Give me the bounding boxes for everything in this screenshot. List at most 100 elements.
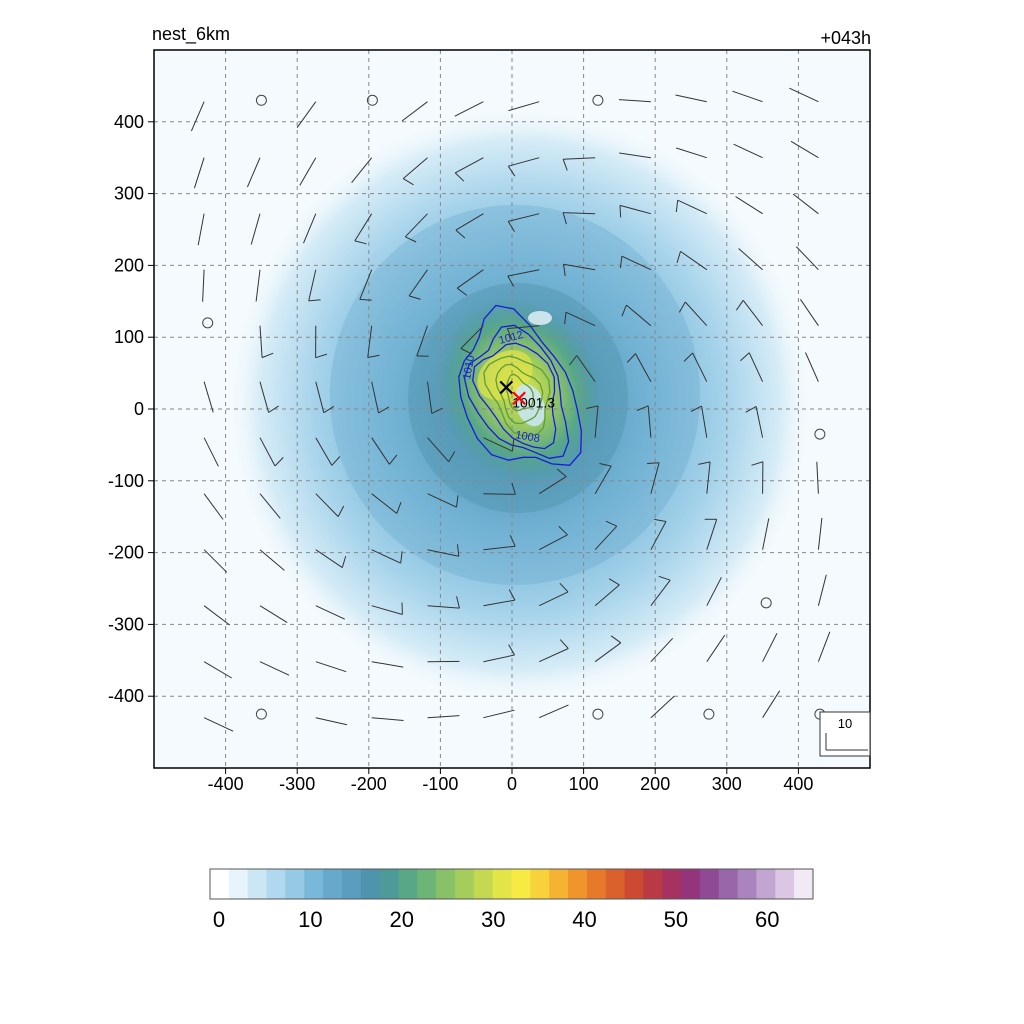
wind-barb-flag: [608, 578, 620, 586]
contour-label: 1008: [514, 429, 540, 445]
x-tick-label: 100: [569, 774, 599, 794]
wind-barb-flag: [626, 353, 636, 363]
wind-barb: [647, 405, 652, 438]
wind-barb: [817, 574, 827, 606]
colorbar-swatch: [266, 869, 286, 899]
barb-legend-label: 10: [838, 716, 852, 731]
wind-barb-flag: [563, 264, 566, 277]
wind-barb: [296, 101, 317, 128]
colorbar-tick-label: 20: [390, 907, 414, 932]
wind-barb: [594, 642, 622, 663]
colorbar-swatch: [247, 869, 268, 899]
wind-barb: [817, 517, 823, 550]
wind-barb-flag: [367, 354, 380, 358]
storm-center-marker: [512, 391, 526, 406]
wind-barb: [371, 437, 390, 465]
wind-barb: [354, 213, 373, 242]
wind-barb: [733, 143, 763, 159]
wind-barb-flag: [610, 635, 622, 644]
wind-barb: [408, 269, 428, 297]
wind-barb: [259, 325, 263, 358]
colorbar-swatch: [436, 869, 456, 899]
calm-circle: [366, 94, 378, 106]
colorbar-swatch: [794, 869, 814, 899]
x-tick-label: 200: [640, 774, 670, 794]
wind-barb-flag: [619, 205, 622, 218]
wind-barb: [706, 519, 718, 550]
colorbar-tick-label: 40: [572, 907, 596, 932]
wind-barb-flag: [569, 355, 578, 366]
wind-barb-flag: [586, 405, 599, 409]
storm-markers: 1001.3: [499, 380, 555, 410]
colorbar-tick-label: 60: [755, 907, 779, 932]
pressure-contour: [505, 373, 534, 412]
colorbar-swatch: [718, 869, 739, 899]
wind-barb-flag: [511, 482, 516, 495]
wind-barb: [483, 654, 515, 663]
y-tick-label: 300: [114, 184, 144, 204]
wind-barb: [255, 269, 261, 302]
wind-barb-flag: [456, 287, 468, 296]
wind-barb-flag: [460, 348, 472, 355]
wind-barb-flag: [337, 505, 345, 517]
wind-barb: [762, 518, 770, 550]
wind-barb: [792, 193, 819, 215]
wind-barb: [427, 493, 457, 508]
wind-barb-flag: [559, 582, 569, 593]
wind-barb: [563, 263, 596, 271]
wind-barb: [371, 717, 404, 721]
wind-barb-flag: [354, 240, 367, 245]
wind-barb: [483, 599, 515, 607]
wind-barb: [621, 255, 652, 271]
colorbar-swatch: [737, 869, 758, 899]
x-tick-label: 400: [783, 774, 813, 794]
wind-barb: [404, 213, 428, 238]
wind-barb: [762, 690, 781, 718]
wind-barb: [315, 661, 347, 673]
wind-barb: [594, 584, 620, 607]
wind-barb: [650, 462, 660, 494]
colorbar-ticks: 0 10 20 30 40 50 60: [213, 907, 780, 932]
colorbar-swatch: [511, 869, 531, 899]
wind-barb: [315, 437, 333, 466]
wind-barb-flag: [605, 520, 618, 527]
pressure-contour: [472, 342, 557, 450]
wind-barb: [315, 493, 339, 517]
wind-barb-flag: [619, 256, 623, 269]
wind-barb: [680, 250, 708, 271]
wind-barb: [202, 269, 205, 302]
storm-center-marker: [499, 380, 514, 395]
wind-barb-flag: [408, 295, 421, 300]
wind-barb: [351, 157, 373, 184]
calm-circle: [592, 708, 604, 720]
colorbar-swatch: [379, 869, 400, 899]
wind-barb: [748, 352, 764, 382]
calm-circle: [814, 428, 826, 440]
colorbar-swatch: [530, 869, 550, 899]
wind-barb: [677, 199, 708, 215]
colorbar-swatch: [304, 869, 324, 899]
wind-barb-flag: [507, 165, 516, 177]
wind-barb: [315, 605, 346, 620]
wind-barb-flag: [636, 405, 649, 411]
wind-barb: [454, 101, 484, 117]
wind-barb: [789, 87, 819, 103]
wind-barb: [538, 704, 569, 719]
wind-barb-flag: [562, 159, 568, 171]
wind-barb: [508, 101, 540, 112]
wind-barb: [732, 90, 763, 103]
colorbar-swatch: [549, 869, 569, 899]
wind-barb-flag: [683, 352, 693, 362]
colorbar-frame: [209, 868, 814, 900]
wind-barb-flag: [341, 555, 347, 568]
colorbar-swatch: [624, 869, 644, 899]
pressure-contour: [463, 324, 570, 459]
y-tick-label: -200: [108, 543, 144, 563]
wind-barb-flag: [675, 200, 679, 213]
wind-barb: [650, 521, 667, 550]
wind-barb: [594, 405, 599, 438]
wind-barb-flag: [751, 461, 764, 466]
wind-barb: [508, 157, 540, 167]
wind-barb: [483, 493, 516, 495]
wind-barb: [795, 246, 819, 271]
